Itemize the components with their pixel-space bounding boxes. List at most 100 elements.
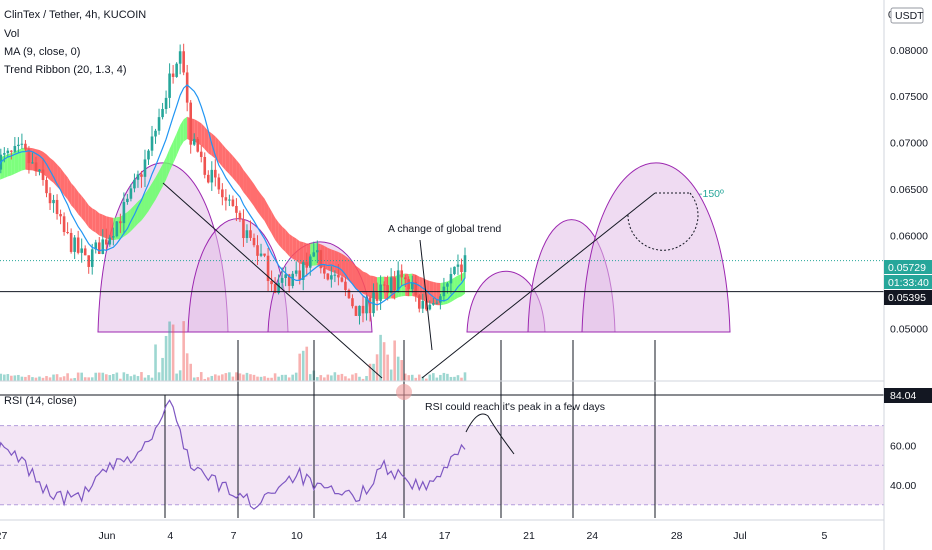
volume-bar-40: [136, 376, 140, 381]
volume-bar-130: [453, 376, 456, 381]
volume-bar-42: [143, 377, 147, 381]
volume-bar-125: [435, 377, 439, 381]
volume-bar-71: [245, 372, 249, 381]
volume-bar-68: [235, 372, 238, 381]
volume-bar-24: [80, 372, 83, 381]
candle-body-53: [182, 51, 185, 73]
candle-body-101: [351, 298, 354, 307]
candle-body-112: [389, 277, 393, 294]
candle-body-113: [393, 277, 396, 291]
down-trendline: [162, 182, 383, 379]
volume-bar-127: [442, 372, 446, 381]
volume-bar-7: [20, 376, 24, 381]
ribbon-seg-54: [183, 116, 188, 142]
candle-body-72: [249, 230, 252, 238]
candle-body-73: [252, 237, 256, 246]
candle-body-93: [323, 268, 326, 274]
candle-body-102: [354, 306, 358, 316]
ribbon-seg-80: [275, 217, 279, 245]
volume-bar-46: [157, 372, 161, 381]
volume-bar-115: [400, 360, 403, 381]
ribbon-seg-73: [250, 179, 254, 207]
volume-bar-65: [224, 373, 228, 381]
ribbon-seg-26: [85, 200, 89, 228]
price-tick-5: 0.07500: [890, 91, 928, 103]
candle-body-30: [101, 239, 105, 255]
indicator-ma[interactable]: MA (9, close, 0): [4, 46, 80, 58]
candle-body-83: [287, 274, 291, 286]
ribbon-seg-68: [232, 155, 237, 183]
ribbon-seg-124: [429, 280, 434, 305]
candle-body-31: [104, 239, 108, 245]
volume-bar-104: [361, 378, 365, 381]
volume-bar-70: [242, 374, 245, 381]
candle-body-94: [326, 273, 330, 280]
ribbon-seg-8: [21, 147, 26, 171]
candle-body-116: [403, 277, 407, 280]
volume-bar-60: [206, 377, 210, 381]
ribbon-seg-53: [180, 119, 184, 148]
ribbon-seg-82: [282, 226, 286, 253]
volume-bar-98: [340, 373, 344, 381]
time-tick-0: 27: [0, 530, 7, 542]
candle-body-71: [245, 230, 249, 239]
candle-body-27: [90, 249, 94, 267]
time-tick-3: 7: [231, 530, 237, 542]
volume-bar-26: [87, 377, 91, 381]
volume-bar-14: [45, 376, 48, 381]
ribbon-seg-45: [152, 177, 156, 206]
rsi-label[interactable]: RSI (14, close): [4, 395, 77, 407]
volume-bar-88: [305, 346, 309, 381]
candle-body-41: [140, 174, 143, 177]
candle-body-67: [231, 199, 235, 206]
indicator-trend-ribbon[interactable]: Trend Ribbon (20, 1.3, 4): [4, 64, 127, 76]
ribbon-seg-130: [450, 277, 455, 303]
volume-bar-49: [168, 321, 171, 381]
volume-bar-101: [351, 374, 354, 381]
currency-box[interactable]: [890, 7, 924, 24]
ribbon-seg-6: [14, 149, 19, 174]
candle-body-80: [277, 282, 280, 294]
currency-label[interactable]: USDT: [895, 10, 924, 22]
volume-bar-32: [108, 375, 112, 381]
ribbon-seg-21: [67, 177, 72, 206]
candle-body-106: [368, 297, 372, 314]
ribbon-seg-3: [4, 154, 8, 179]
candle-body-32: [108, 237, 112, 245]
candle-body-131: [456, 264, 460, 267]
volume-bar-38: [129, 376, 133, 381]
candle-body-48: [164, 97, 168, 109]
ribbon-seg-97: [334, 250, 339, 275]
ribbon-seg-23: [74, 186, 79, 215]
annotation-rsi-note: RSI could reach it's peak in a few days: [425, 401, 605, 413]
candle-body-33: [112, 236, 115, 238]
ribbon-seg-65: [222, 144, 226, 171]
ribbon-seg-18: [57, 164, 61, 191]
volume-bar-50: [171, 324, 175, 381]
candle-body-87: [301, 262, 305, 280]
ribbon-seg-88: [303, 242, 307, 266]
volume-bar-118: [410, 374, 414, 381]
time-tick-8: 24: [586, 530, 598, 542]
candle-body-20: [66, 232, 69, 234]
candle-body-98: [340, 277, 344, 282]
ribbon-seg-104: [359, 268, 364, 294]
volume-bar-15: [48, 377, 52, 381]
volume-bar-116: [403, 373, 407, 381]
candle-body-128: [446, 283, 449, 287]
volume-bar-29: [97, 372, 101, 381]
volume-bar-18: [59, 377, 62, 381]
candle-body-9: [27, 149, 31, 164]
candle-body-25: [83, 248, 87, 256]
ribbon-seg-72: [246, 174, 251, 202]
ribbon-seg-121: [419, 276, 423, 301]
volume-bar-52: [178, 370, 182, 381]
candle-body-91: [315, 250, 319, 253]
candle-body-44: [150, 136, 154, 151]
candle-body-78: [270, 281, 273, 285]
candle-body-108: [375, 292, 379, 301]
indicator-vol[interactable]: Vol: [4, 28, 19, 40]
volume-bar-109: [379, 334, 382, 381]
volume-bar-41: [140, 372, 143, 381]
